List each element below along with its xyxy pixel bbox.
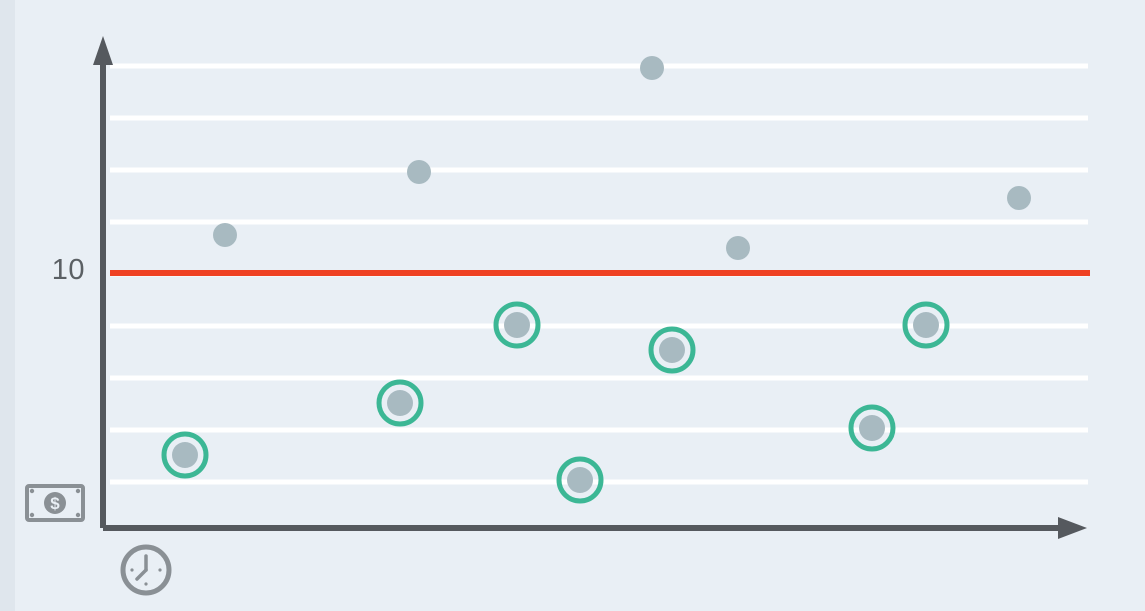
data-point[interactable] (504, 312, 530, 338)
clock-icon-face (120, 544, 172, 596)
money-icon-border (25, 484, 85, 522)
data-point[interactable] (726, 236, 750, 260)
data-point-highlight-ring[interactable] (493, 301, 541, 349)
data-point[interactable] (1007, 186, 1031, 210)
axes (93, 36, 1087, 539)
money-icon-corner-dot (29, 488, 35, 494)
left-margin-strip (0, 0, 15, 611)
clock-icon-hour-hand (135, 568, 148, 581)
clock-icon-tick (158, 568, 162, 572)
data-point-highlight-ring[interactable] (161, 431, 209, 479)
data-point[interactable] (567, 467, 593, 493)
data-point[interactable] (859, 415, 885, 441)
money-icon-corner-dot (75, 488, 81, 494)
data-point-highlight-ring[interactable] (902, 301, 950, 349)
y-axis-arrowhead-icon (93, 36, 113, 65)
data-point[interactable] (213, 223, 237, 247)
money-icon-disc (44, 492, 66, 514)
data-point-highlight-ring[interactable] (376, 379, 424, 427)
y-axis-tick-label: 10 (51, 254, 85, 286)
data-point[interactable] (172, 442, 198, 468)
data-point[interactable] (387, 390, 413, 416)
data-points-plain (213, 56, 1031, 260)
money-icon: $ (25, 484, 85, 522)
data-point-highlight-ring[interactable] (848, 404, 896, 452)
clock-icon-tick (144, 582, 148, 586)
clock-icon-tick (130, 568, 134, 572)
data-point[interactable] (913, 312, 939, 338)
data-point-highlight-ring[interactable] (556, 456, 604, 504)
x-axis-arrowhead-icon (1058, 517, 1087, 539)
money-icon-corner-dot (75, 512, 81, 518)
data-points-highlighted (161, 301, 950, 504)
money-icon-corner-dot (29, 512, 35, 518)
clock-icon (120, 544, 172, 596)
money-icon-dollar-sign: $ (50, 494, 60, 513)
data-point[interactable] (659, 337, 685, 363)
data-point[interactable] (640, 56, 664, 80)
data-point-highlight-ring[interactable] (648, 326, 696, 374)
data-point[interactable] (407, 160, 431, 184)
